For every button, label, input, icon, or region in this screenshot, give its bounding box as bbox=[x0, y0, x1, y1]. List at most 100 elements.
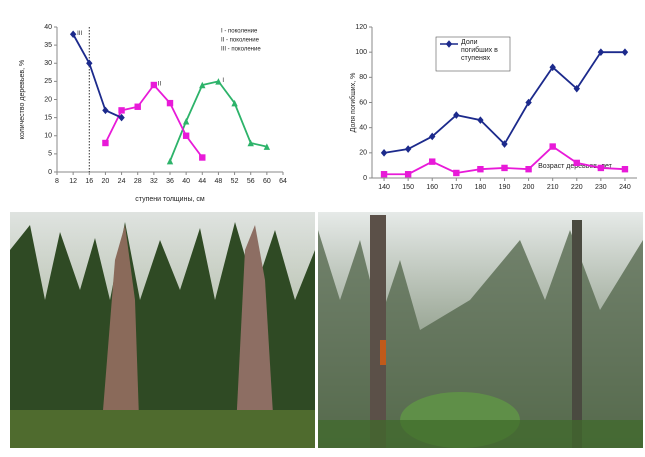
y-tick-label: 10 bbox=[44, 133, 52, 140]
x-tick-label: 44 bbox=[198, 178, 206, 185]
x-tick-label: 28 bbox=[134, 178, 142, 185]
marker bbox=[134, 103, 141, 110]
marker bbox=[86, 59, 93, 68]
photo-right bbox=[318, 212, 643, 448]
x-tick-label: 190 bbox=[499, 184, 511, 191]
marker bbox=[118, 113, 125, 122]
marker bbox=[118, 107, 125, 114]
marker bbox=[525, 165, 532, 173]
marker bbox=[182, 132, 190, 139]
y-tick-label: 80 bbox=[359, 74, 367, 81]
series-line bbox=[104, 83, 204, 159]
x-tick-label: 170 bbox=[450, 184, 462, 191]
y-tick-label: 40 bbox=[359, 125, 367, 132]
marker bbox=[549, 143, 556, 150]
y-tick-label: 20 bbox=[44, 96, 52, 103]
legend-label: II - поколение bbox=[221, 38, 260, 44]
x-tick-label: 24 bbox=[118, 178, 126, 185]
x-axis-label: Возраст деревьев, лет bbox=[538, 163, 613, 170]
marker bbox=[166, 99, 174, 107]
marker bbox=[501, 164, 508, 172]
marker bbox=[404, 145, 412, 153]
photo-left bbox=[10, 212, 315, 448]
y-tick-label: 5 bbox=[48, 151, 52, 158]
x-tick-label: 220 bbox=[571, 184, 583, 191]
marker bbox=[621, 48, 629, 56]
marker bbox=[150, 81, 158, 89]
annotation: I bbox=[222, 78, 224, 84]
x-tick-label: 140 bbox=[378, 184, 390, 191]
y-tick-label: 15 bbox=[44, 114, 52, 121]
legend-label: I - поколение bbox=[221, 29, 258, 35]
marker bbox=[380, 149, 388, 157]
series-line bbox=[72, 33, 122, 119]
legend-entry: Доли погибших в ступенях bbox=[461, 39, 498, 62]
x-tick-label: 48 bbox=[215, 178, 223, 185]
marker bbox=[621, 165, 629, 173]
marker bbox=[453, 111, 460, 119]
y-tick-label: 120 bbox=[355, 24, 367, 31]
x-tick-label: 8 bbox=[55, 178, 59, 185]
x-tick-label: 160 bbox=[426, 184, 438, 191]
marker bbox=[477, 116, 484, 124]
marker bbox=[453, 169, 460, 177]
marker bbox=[597, 48, 605, 56]
marker bbox=[525, 98, 532, 107]
x-tick-label: 16 bbox=[85, 178, 93, 185]
y-axis-label: Доля погибших, % bbox=[349, 73, 357, 133]
marker bbox=[215, 78, 222, 85]
marker bbox=[404, 171, 412, 178]
marker bbox=[199, 81, 206, 89]
x-tick-label: 52 bbox=[231, 178, 239, 185]
y-tick-label: 20 bbox=[359, 150, 367, 157]
marker bbox=[231, 99, 238, 107]
marker bbox=[477, 165, 484, 173]
marker bbox=[247, 139, 254, 147]
x-tick-label: 230 bbox=[595, 184, 607, 191]
x-tick-label: 210 bbox=[547, 184, 559, 191]
y-tick-label: 60 bbox=[359, 99, 367, 106]
x-tick-label: 20 bbox=[102, 178, 110, 185]
marker bbox=[166, 157, 174, 165]
x-tick-label: 150 bbox=[402, 184, 414, 191]
x-tick-label: 240 bbox=[619, 184, 631, 191]
x-tick-label: 40 bbox=[182, 178, 190, 185]
marker bbox=[263, 143, 271, 150]
marker bbox=[445, 40, 453, 48]
legend-label: Доли погибших в ступенях bbox=[461, 39, 498, 62]
marker bbox=[380, 171, 388, 178]
y-axis-label: количество деревьев, % bbox=[19, 60, 26, 139]
marker bbox=[429, 158, 436, 165]
annotation: II bbox=[158, 82, 162, 88]
marker bbox=[597, 164, 605, 172]
x-tick-label: 56 bbox=[247, 178, 255, 185]
marker bbox=[182, 118, 190, 125]
legend-label: III - поколение bbox=[221, 47, 261, 53]
x-tick-label: 200 bbox=[523, 184, 535, 191]
y-tick-label: 100 bbox=[355, 49, 367, 56]
y-tick-label: 0 bbox=[363, 175, 367, 182]
x-tick-label: 32 bbox=[150, 178, 158, 185]
marker bbox=[549, 63, 556, 72]
y-tick-label: 25 bbox=[44, 78, 52, 85]
marker bbox=[102, 139, 109, 147]
marker bbox=[429, 132, 436, 141]
y-tick-label: 35 bbox=[44, 42, 52, 49]
legend-box bbox=[435, 36, 511, 72]
x-tick-label: 36 bbox=[166, 178, 174, 185]
y-tick-label: 40 bbox=[44, 24, 52, 31]
x-axis-label: ступени толщины, см bbox=[135, 196, 205, 203]
marker bbox=[199, 154, 206, 161]
marker bbox=[102, 106, 109, 115]
x-tick-label: 64 bbox=[279, 178, 287, 185]
y-tick-label: 30 bbox=[44, 60, 52, 67]
marker bbox=[69, 30, 77, 39]
series-line bbox=[169, 80, 268, 162]
x-tick-label: 12 bbox=[69, 178, 77, 185]
x-tick-label: 60 bbox=[263, 178, 271, 185]
y-tick-label: 0 bbox=[48, 169, 52, 176]
marker bbox=[573, 159, 580, 167]
marker bbox=[573, 84, 580, 93]
x-tick-label: 180 bbox=[475, 184, 487, 191]
